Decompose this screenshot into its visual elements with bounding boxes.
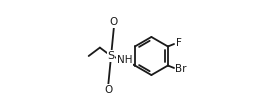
Text: S: S bbox=[108, 51, 115, 61]
Text: Br: Br bbox=[175, 64, 187, 74]
Text: F: F bbox=[176, 38, 182, 48]
Text: O: O bbox=[110, 17, 118, 27]
Text: O: O bbox=[104, 85, 112, 95]
Text: NH: NH bbox=[117, 55, 132, 66]
